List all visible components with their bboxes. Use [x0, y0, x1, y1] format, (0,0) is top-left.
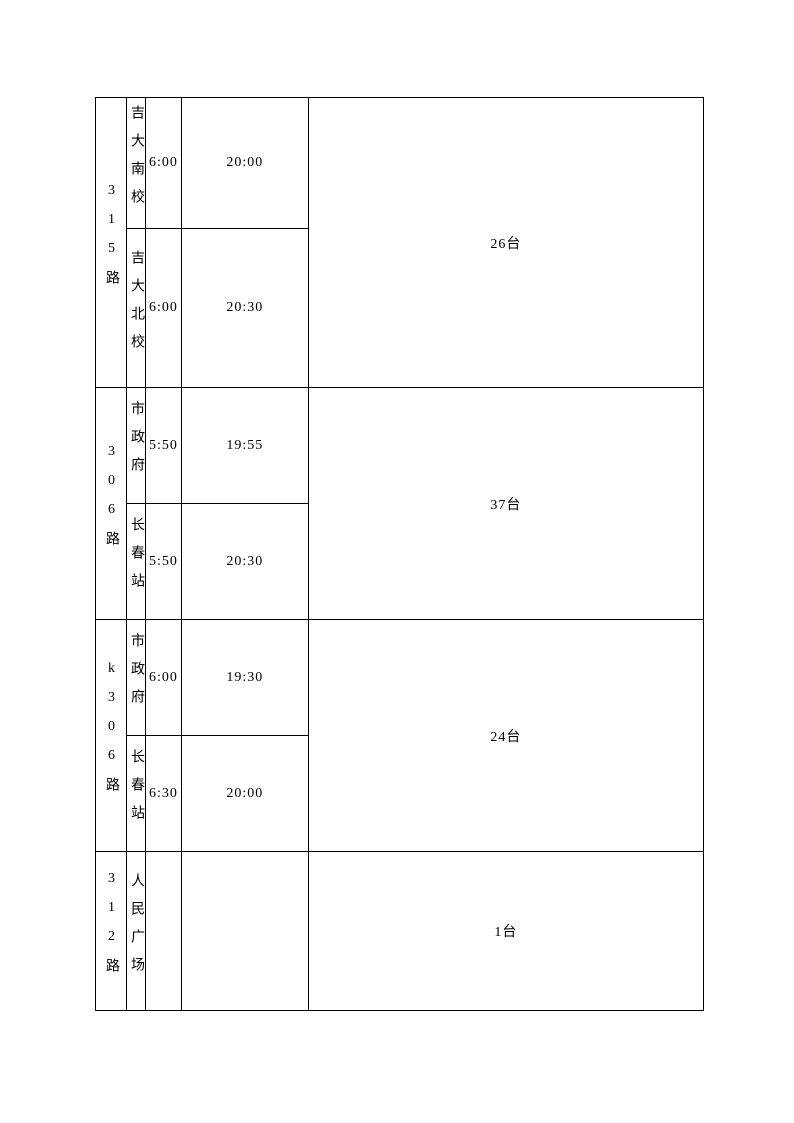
end-time-cell: 20:30	[181, 229, 308, 388]
table-row: 306路市政府5:5019:5537台	[96, 388, 704, 504]
start-time-cell	[145, 852, 181, 1011]
station-cell: 长春站	[126, 736, 145, 852]
route-label: 306路	[104, 444, 118, 559]
end-time-cell: 20:30	[181, 504, 308, 620]
station-cell: 长春站	[126, 504, 145, 620]
station-label: 市政府	[129, 633, 143, 717]
station-cell: 市政府	[126, 620, 145, 736]
station-cell: 人民广场	[126, 852, 145, 1011]
station-label: 市政府	[129, 401, 143, 485]
route-cell: 315路	[96, 98, 127, 388]
route-label: 312路	[104, 871, 118, 986]
bus-schedule-table: 315路吉大南校6:0020:0026台吉大北校6:0020:30306路市政府…	[95, 97, 704, 1011]
schedule-table: 315路吉大南校6:0020:0026台吉大北校6:0020:30306路市政府…	[95, 97, 704, 1011]
route-cell: k306路	[96, 620, 127, 852]
end-time-cell: 19:55	[181, 388, 308, 504]
route-label: 315路	[104, 183, 118, 298]
count-cell: 37台	[308, 388, 703, 620]
start-time-cell: 6:00	[145, 620, 181, 736]
count-cell: 26台	[308, 98, 703, 388]
start-time-cell: 6:30	[145, 736, 181, 852]
start-time-cell: 5:50	[145, 504, 181, 620]
station-cell: 吉大南校	[126, 98, 145, 229]
end-time-cell: 19:30	[181, 620, 308, 736]
station-label: 吉大南校	[129, 105, 143, 217]
start-time-cell: 6:00	[145, 98, 181, 229]
count-cell: 1台	[308, 852, 703, 1011]
start-time-cell: 5:50	[145, 388, 181, 504]
station-label: 人民广场	[129, 873, 143, 985]
station-cell: 市政府	[126, 388, 145, 504]
end-time-cell: 20:00	[181, 98, 308, 229]
count-cell: 24台	[308, 620, 703, 852]
station-label: 吉大北校	[129, 250, 143, 362]
station-cell: 吉大北校	[126, 229, 145, 388]
route-cell: 312路	[96, 852, 127, 1011]
end-time-cell	[181, 852, 308, 1011]
end-time-cell: 20:00	[181, 736, 308, 852]
table-row: k306路市政府6:0019:3024台	[96, 620, 704, 736]
station-label: 长春站	[129, 517, 143, 601]
table-row: 315路吉大南校6:0020:0026台	[96, 98, 704, 229]
route-label: k306路	[104, 661, 118, 805]
table-row: 312路人民广场 1台	[96, 852, 704, 1011]
station-label: 长春站	[129, 749, 143, 833]
start-time-cell: 6:00	[145, 229, 181, 388]
route-cell: 306路	[96, 388, 127, 620]
